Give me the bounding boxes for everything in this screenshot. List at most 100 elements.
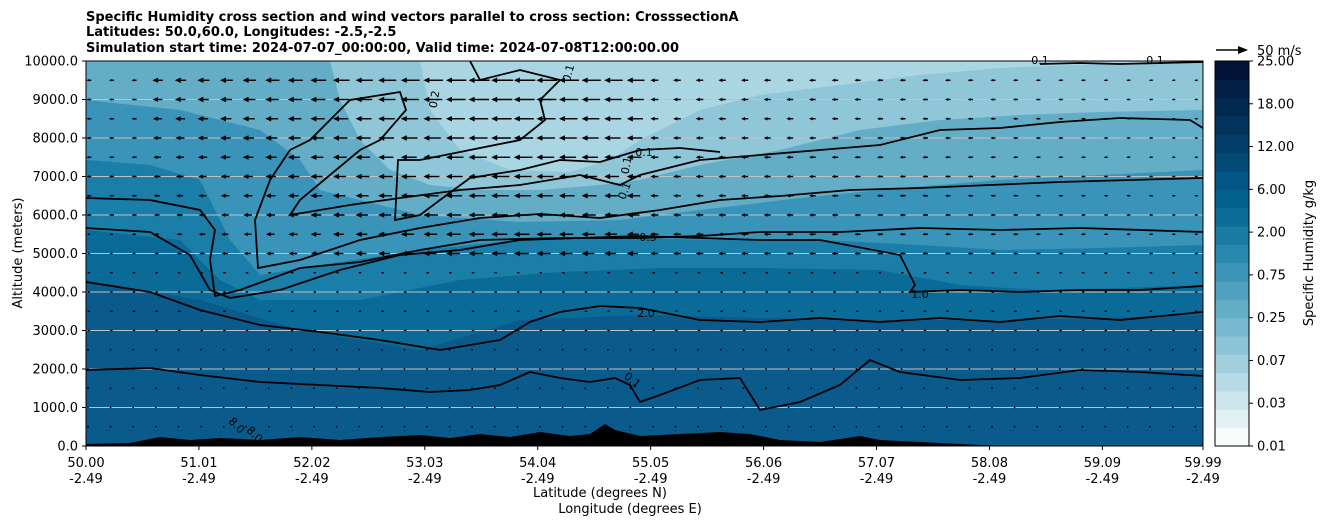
x-axis: 50.00-2.4951.01-2.4952.02-2.4953.03-2.49… — [67, 446, 1222, 487]
wind-vector-head — [1171, 252, 1174, 255]
wind-vector-head — [809, 97, 813, 102]
wind-vector-dot — [652, 368, 654, 370]
wind-vector-head — [786, 117, 791, 121]
wind-vector-head — [719, 329, 722, 332]
wind-vector-head — [491, 173, 498, 180]
x-tick-label-lon: -2.49 — [1186, 472, 1220, 487]
wind-vector-head — [109, 272, 112, 274]
wind-vector-head — [242, 135, 249, 141]
wind-vector-head — [1148, 156, 1152, 159]
wind-vector-head — [561, 310, 564, 312]
wind-vector-head — [1080, 79, 1084, 82]
wind-vector-head — [1148, 79, 1152, 82]
wind-vector-head — [87, 291, 89, 293]
x-tick-label-lat: 52.02 — [293, 456, 330, 471]
wind-vector-head — [584, 310, 586, 312]
wind-vector-dot — [290, 348, 293, 351]
wind-vector-head — [604, 212, 611, 218]
wind-vector-head — [786, 232, 791, 236]
wind-vector-head — [652, 329, 654, 332]
wind-vector-head — [1103, 175, 1106, 178]
wind-vector-head — [265, 173, 272, 180]
wind-vector-head — [468, 116, 475, 122]
wind-vector-head — [265, 135, 272, 141]
wind-vector-head — [536, 77, 543, 83]
wind-vector-dot — [267, 348, 270, 351]
wind-vector-head — [468, 193, 475, 199]
wind-vector-head — [876, 155, 881, 159]
wind-vector-head — [355, 173, 362, 180]
wind-vector-head — [1194, 291, 1197, 293]
wind-vector-head — [1126, 272, 1129, 274]
wind-vector-head — [400, 154, 407, 160]
wind-vector-head — [358, 291, 360, 293]
wind-vector-head — [423, 173, 430, 180]
x-tick-label-lon: -2.49 — [295, 472, 329, 487]
wind-vector-head — [763, 136, 768, 140]
wind-vector-head — [265, 232, 271, 237]
wind-vector-head — [1103, 194, 1106, 197]
colorbar-segment — [1215, 79, 1249, 99]
wind-vector-head — [876, 136, 881, 140]
wind-vector-dot — [584, 387, 587, 390]
wind-vector-head — [763, 213, 768, 217]
colorbar-segment — [1215, 354, 1249, 374]
wind-vector-dot — [222, 425, 225, 428]
wind-vector-head — [471, 329, 473, 332]
wind-vector-dot — [177, 348, 180, 351]
wind-vector-head — [1194, 310, 1197, 312]
wind-vector-head — [945, 291, 948, 293]
wind-vector-head — [581, 193, 588, 199]
wind-vector-dot — [923, 368, 926, 370]
wind-vector-dot — [697, 368, 700, 370]
wind-vector-dot — [765, 368, 767, 370]
wind-vector-head — [604, 154, 611, 160]
wind-vector-head — [468, 135, 475, 141]
x-tick-label-lon: -2.49 — [69, 472, 103, 487]
wind-vector-dot — [222, 348, 225, 351]
wind-vector-head — [559, 154, 565, 160]
wind-vector-head — [290, 310, 293, 312]
wind-vector-head — [176, 213, 180, 217]
wind-vector-dot — [516, 348, 519, 351]
wind-vector-head — [990, 232, 994, 236]
wind-vector-head — [695, 155, 700, 160]
wind-vector-head — [153, 213, 158, 217]
wind-vector-head — [1126, 233, 1129, 236]
wind-vector-head — [355, 193, 362, 199]
wind-vector-head — [967, 232, 971, 236]
wind-vector-head — [1012, 98, 1016, 101]
wind-vector-dot — [1126, 348, 1129, 351]
wind-vector-dot — [1149, 368, 1152, 370]
wind-vector-head — [516, 272, 519, 274]
wind-vector-head — [1013, 329, 1016, 332]
wind-vector-head — [1104, 310, 1106, 312]
colorbar-tick-label: 25.00 — [1257, 55, 1294, 70]
wind-vector-dot — [154, 406, 157, 409]
wind-vector-head — [922, 136, 926, 140]
wind-vector-head — [1013, 272, 1016, 274]
wind-vector-head — [1058, 79, 1061, 82]
wind-vector-head — [652, 291, 654, 293]
wind-vector-head — [1103, 233, 1106, 236]
wind-vector-head — [854, 251, 858, 256]
wind-vector-head — [446, 173, 452, 180]
wind-vector-dot — [855, 348, 858, 351]
wind-vector-head — [763, 155, 768, 159]
wind-vector-head — [650, 78, 655, 83]
colorbar-tick-label: 18.00 — [1257, 97, 1294, 112]
wind-vector-head — [786, 136, 791, 140]
wind-vector-head — [990, 117, 994, 121]
wind-vector-head — [1194, 98, 1197, 101]
wind-vector-head — [1194, 252, 1197, 255]
wind-vector-head — [1035, 117, 1039, 120]
wind-vector-dot — [200, 348, 202, 351]
wind-vector-head — [1036, 291, 1038, 293]
field-band-driest — [420, 61, 1203, 172]
wind-vector-dot — [516, 368, 519, 370]
wind-vector-head — [333, 135, 339, 141]
wind-vector-dot — [787, 406, 790, 409]
wind-vector-head — [86, 213, 90, 217]
wind-vector-head — [380, 272, 383, 274]
wind-vector-head — [109, 329, 112, 332]
